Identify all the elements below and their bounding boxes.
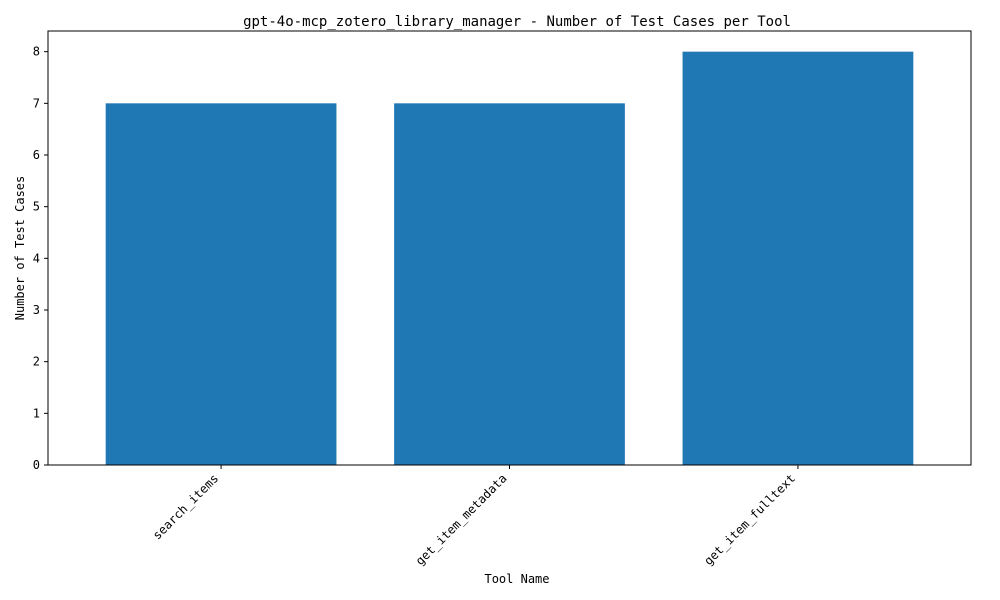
y-tick-label: 0 [33, 458, 40, 472]
bar-get-item-fulltext [682, 51, 914, 466]
y-tick-label: 3 [33, 303, 40, 317]
chart-title: gpt-4o-mcp_zotero_library_manager - Numb… [243, 14, 791, 30]
x-tick-label: get_item_metadata [413, 471, 510, 568]
y-tick-label: 8 [33, 45, 40, 59]
plot-frame [47, 30, 972, 466]
y-tick-label: 1 [33, 406, 40, 420]
bars-group [105, 51, 914, 466]
y-axis: 0 1 2 3 4 5 6 7 8 [33, 45, 48, 472]
x-axis-title: Tool Name [484, 572, 549, 586]
y-tick-label: 6 [33, 148, 40, 162]
y-tick-label: 2 [33, 355, 40, 369]
x-tick-label: search_items [150, 471, 221, 542]
y-tick-label: 4 [33, 251, 40, 265]
y-axis-title: Number of Test Cases [13, 176, 27, 321]
bar-search-items [105, 103, 337, 465]
y-tick-label: 5 [33, 200, 40, 214]
y-tick-label: 7 [33, 96, 40, 110]
x-axis: search_items get_item_metadata get_item_fu… [150, 465, 799, 568]
bar-get-item-metadata [394, 103, 625, 465]
x-tick-label: get_item_fulltext [701, 471, 798, 568]
